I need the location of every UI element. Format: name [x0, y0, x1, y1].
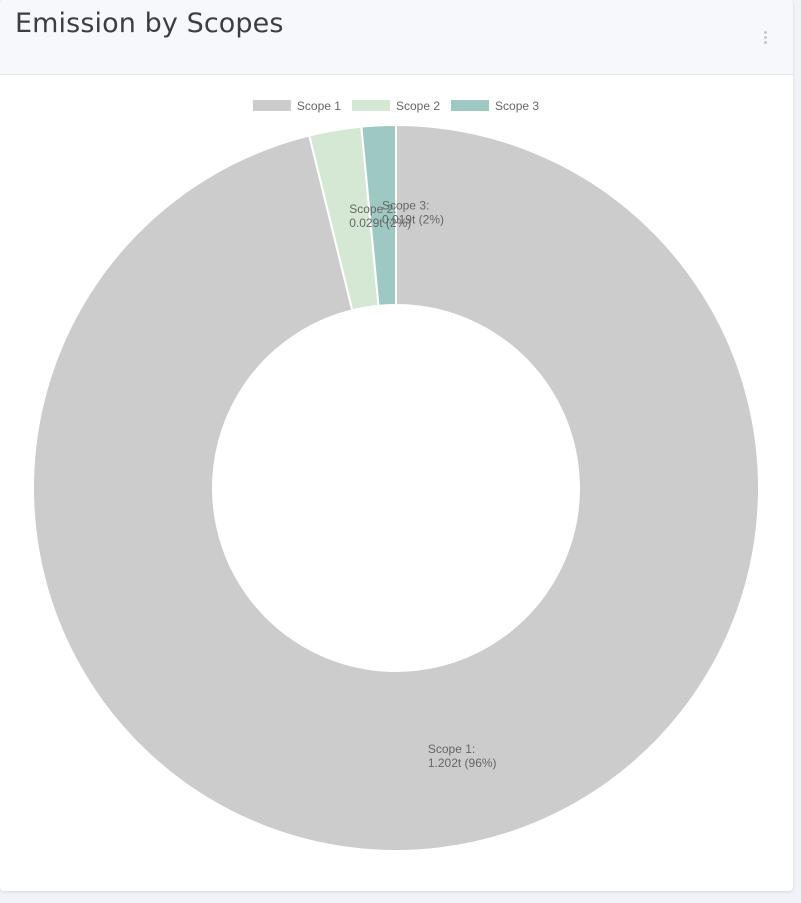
slice-scope-3[interactable]	[360, 123, 397, 307]
chart-legend: Scope 1 Scope 2 Scope 3	[252, 99, 539, 113]
menu-dot	[763, 35, 767, 39]
more-vertical-icon[interactable]	[756, 26, 774, 48]
slice-labels: Scope 1: 1.202t (96%) Scope 2: 0.029t (2%)S…	[349, 198, 496, 770]
menu-dot	[763, 40, 767, 44]
menu-dot	[763, 30, 767, 34]
legend-swatch[interactable]	[451, 100, 490, 111]
slice-label: Scope 3: 0.019t (2%)	[382, 198, 444, 226]
emission-card: Emission by Scopes Scope 1 Scope 2 Scope 3…	[0, 0, 793, 891]
card-title: Emission by Scopes	[15, 8, 284, 39]
donut-slices	[32, 123, 760, 852]
legend-swatch[interactable]	[351, 100, 390, 111]
legend-label[interactable]: Scope 2	[396, 99, 440, 113]
slice-label: Scope 1: 1.202t (96%)	[428, 742, 497, 770]
legend-label[interactable]: Scope 1	[297, 99, 341, 113]
legend-label[interactable]: Scope 3	[495, 99, 539, 113]
donut-chart: Scope 1 Scope 2 Scope 3 Scope 1: 1.202t (96…	[32, 99, 760, 852]
legend-swatch[interactable]	[252, 100, 291, 111]
card-header: Emission by Scopes	[0, 0, 793, 75]
slice-label: Scope 2: 0.029t (2%)	[349, 202, 411, 230]
slice-scope-1[interactable]	[32, 123, 760, 852]
